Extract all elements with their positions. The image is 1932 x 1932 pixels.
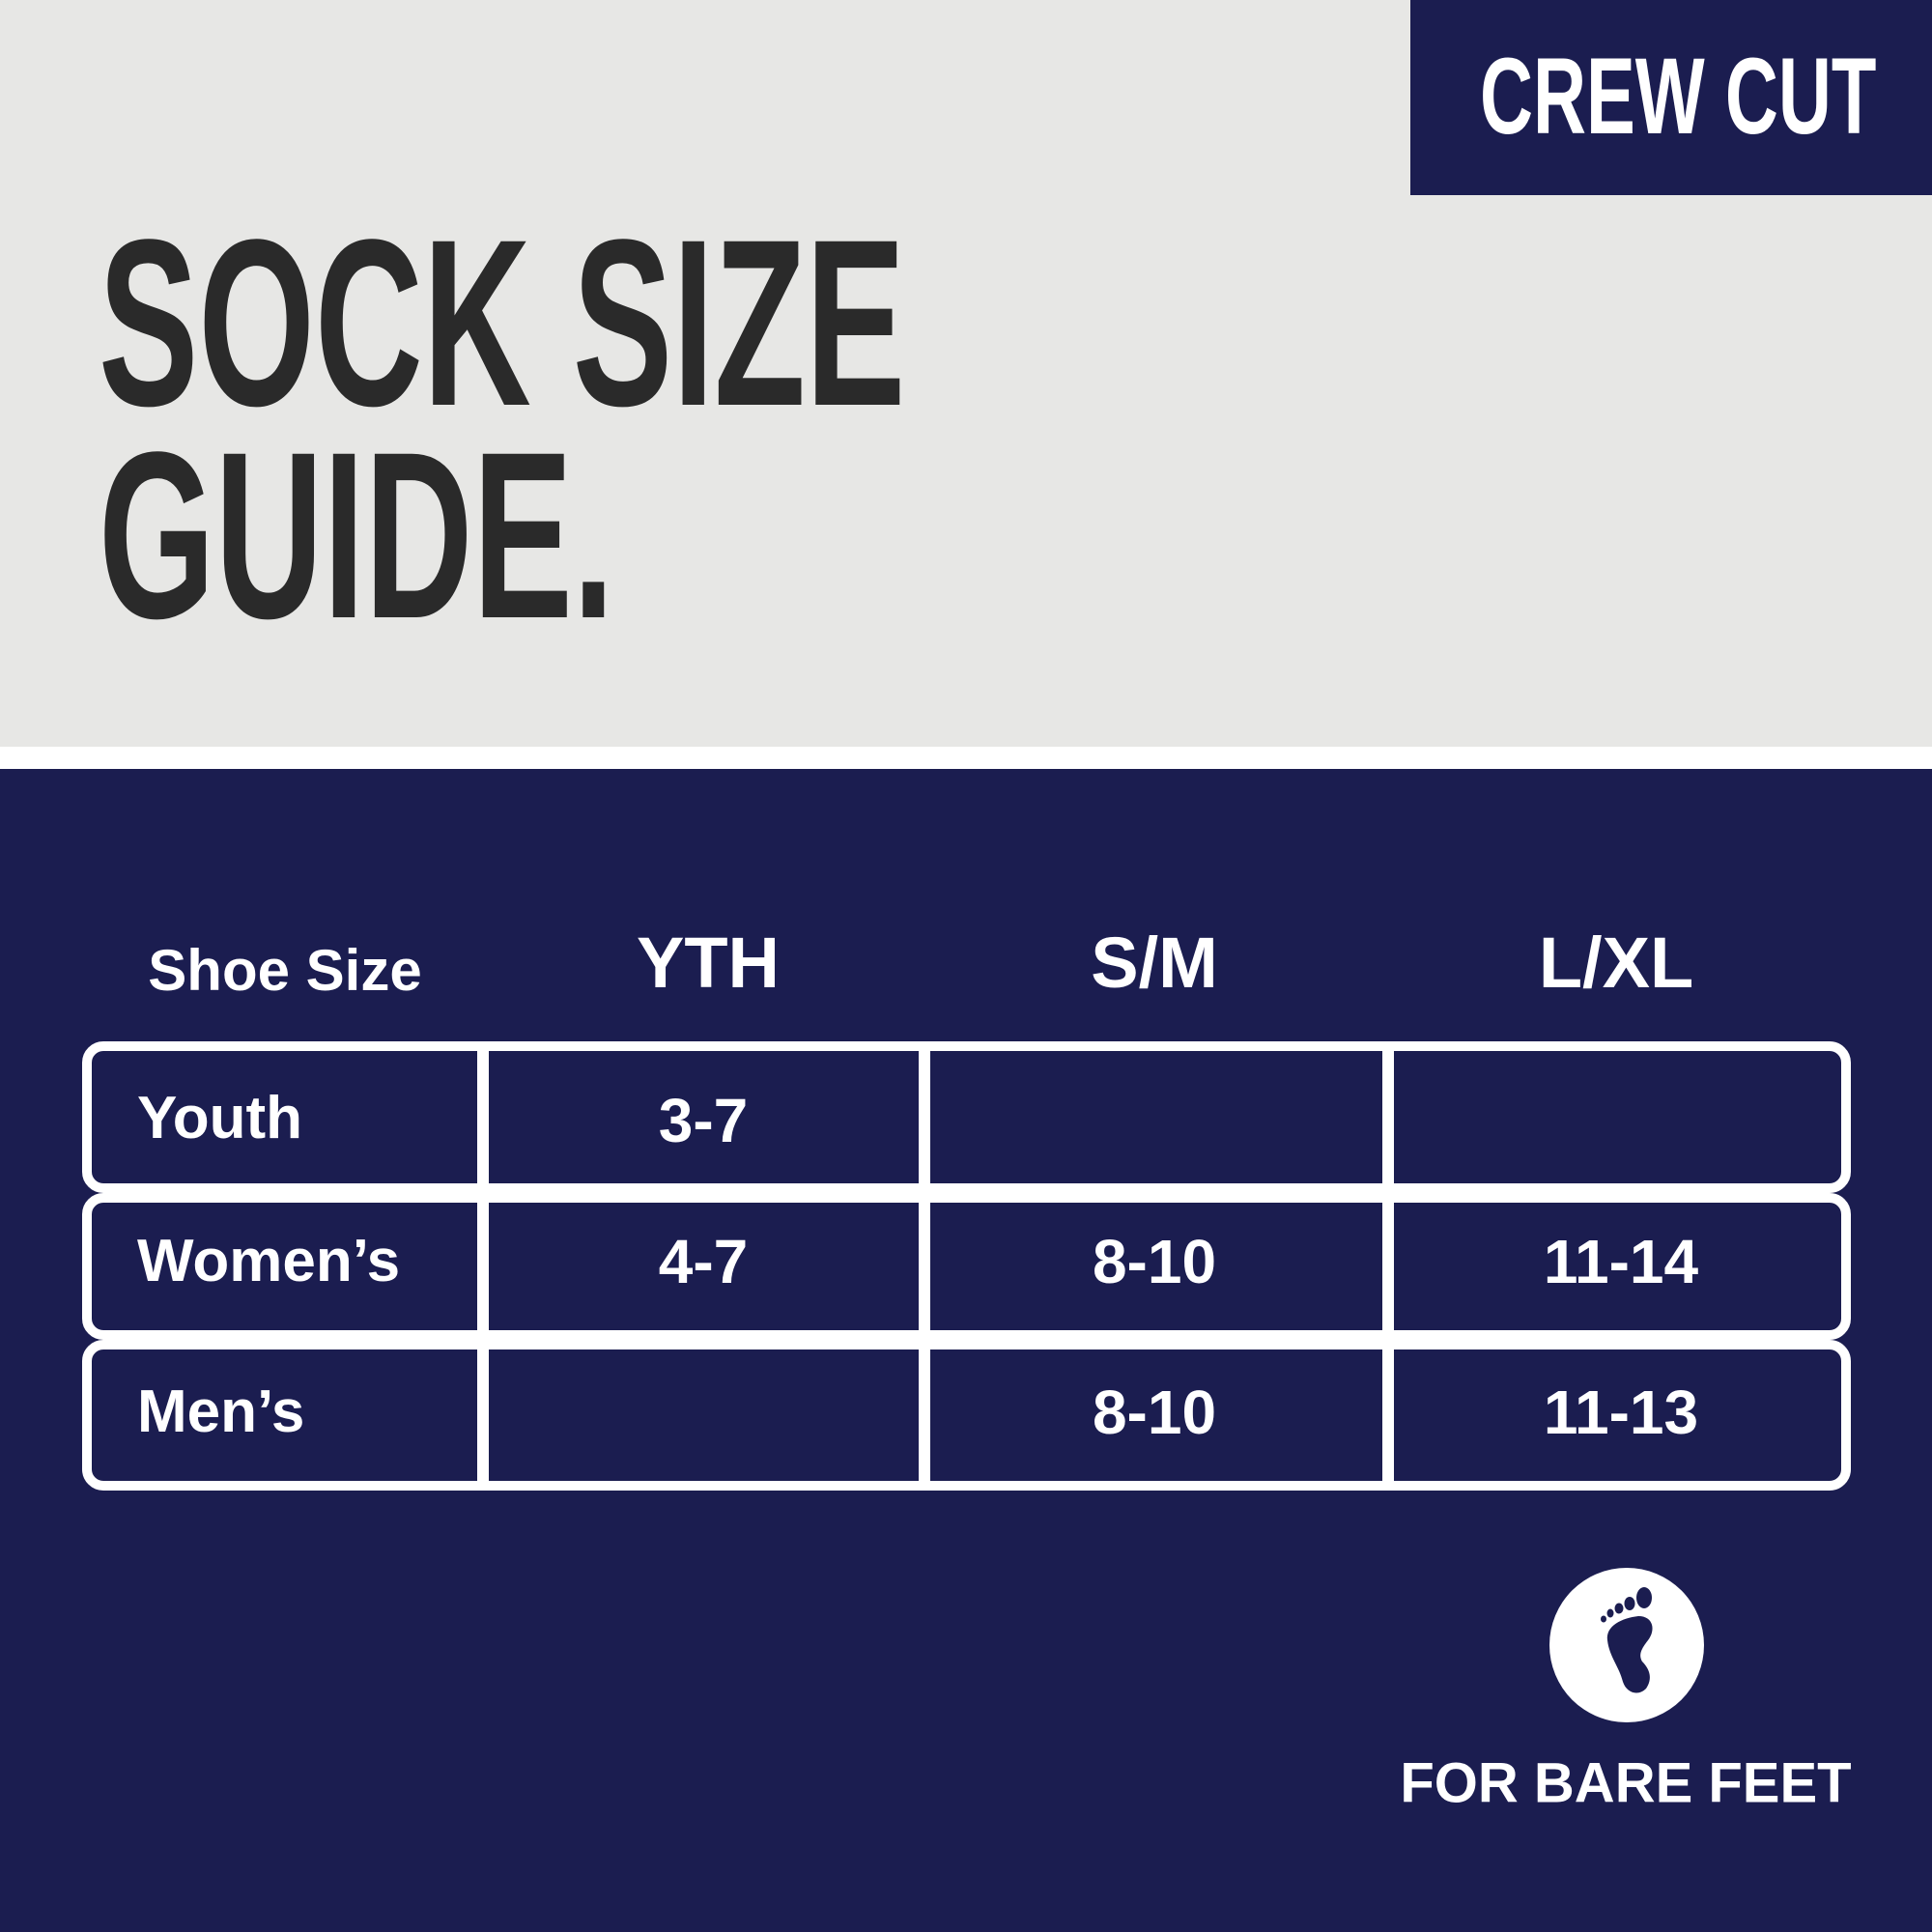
cell-mens-sm: 8-10 bbox=[1092, 1378, 1217, 1447]
row-label-youth: Youth bbox=[137, 1085, 303, 1151]
size-chart-panel bbox=[0, 769, 1932, 1932]
cell-womens-lxl: 11-14 bbox=[1543, 1227, 1699, 1296]
table-row bbox=[82, 1041, 1851, 1193]
cell-youth-yth: 3-7 bbox=[658, 1086, 749, 1155]
bare-feet-label: FOR BARE FEET bbox=[1400, 1751, 1852, 1815]
bare-foot-icon bbox=[1549, 1568, 1704, 1722]
row-label-womens: Women’s bbox=[137, 1228, 401, 1294]
page-title-line1: SOCK SIZE bbox=[99, 190, 906, 456]
column-divider bbox=[477, 1041, 489, 1491]
cell-womens-sm: 8-10 bbox=[1092, 1227, 1217, 1296]
row-label-mens: Men’s bbox=[137, 1378, 305, 1445]
header-shoe-size: Shoe Size bbox=[148, 938, 422, 1003]
column-divider bbox=[1382, 1041, 1394, 1491]
cell-womens-yth: 4-7 bbox=[658, 1227, 749, 1296]
column-divider bbox=[919, 1041, 930, 1491]
table-row bbox=[82, 1193, 1851, 1340]
table-row bbox=[82, 1340, 1851, 1491]
cell-mens-lxl: 11-13 bbox=[1543, 1378, 1699, 1447]
header-sm: S/M bbox=[1091, 923, 1218, 1003]
crew-cut-badge: CREW CUT bbox=[1410, 0, 1932, 195]
header-yth: YTH bbox=[637, 923, 780, 1003]
page-title-line2: GUIDE. bbox=[99, 403, 614, 668]
badge-label: CREW CUT bbox=[1480, 36, 1877, 156]
header-lxl: L/XL bbox=[1538, 923, 1694, 1003]
